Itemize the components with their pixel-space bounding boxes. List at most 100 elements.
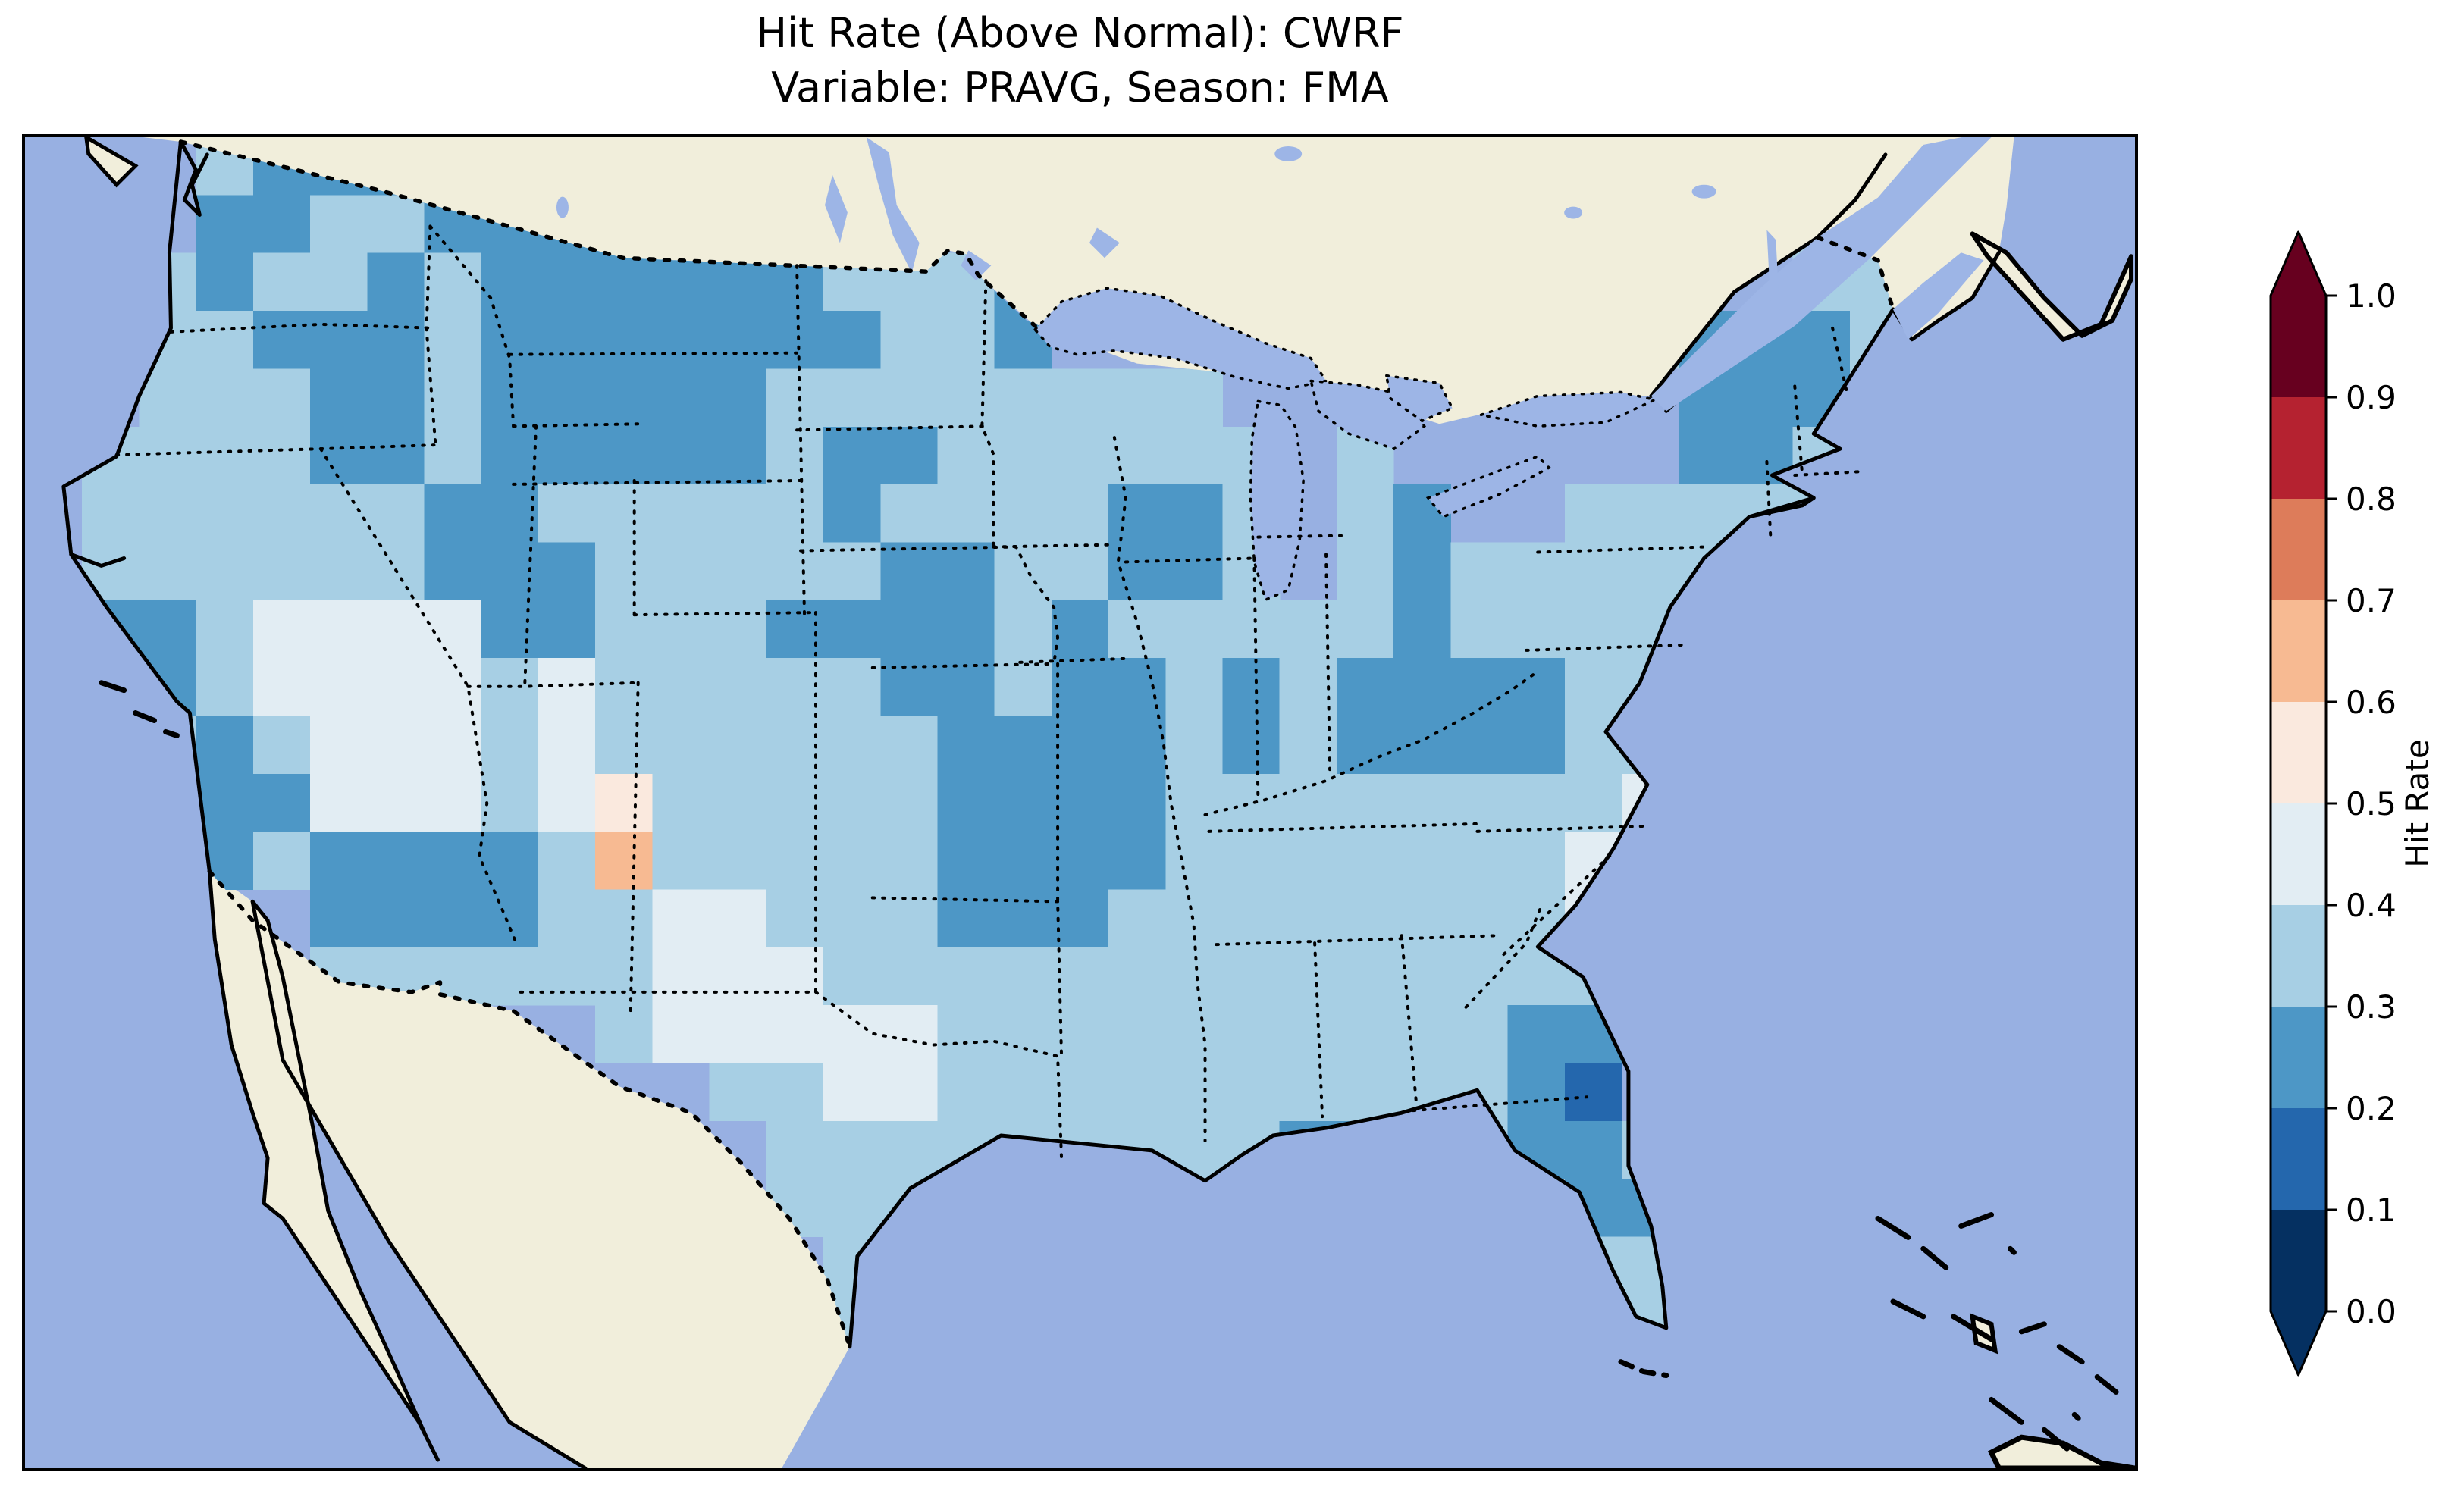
colorbar: 1.0 0.9 0.8 0.7 0.6 0.5 0.4 0.3 0.2 0.1 0.0 Hit Ra…: [2269, 230, 2436, 1377]
grid-cell: [1051, 426, 1109, 485]
lake-champlain: [1766, 230, 1780, 313]
grid-cell: [139, 542, 197, 601]
bahamas-islands: [1875, 1212, 2119, 1452]
grid-cell: [1279, 716, 1337, 775]
grid-cell: [367, 426, 425, 485]
grid-cell: [994, 832, 1052, 890]
colorbar-tick-label: 0.5: [2346, 785, 2397, 822]
lake-superior: [1033, 287, 1328, 390]
grid-cell: [481, 368, 539, 428]
map-axes: [22, 134, 2138, 1471]
grid-cell: [538, 773, 596, 832]
grid-cell: [709, 311, 767, 369]
grid-cell: [1507, 542, 1566, 601]
grid-cell: [652, 484, 710, 543]
grid-cell: [1051, 542, 1109, 601]
grid-cell: [424, 716, 482, 775]
grid-cell: [880, 832, 939, 890]
maine-border: [1815, 235, 1895, 312]
grid-cell: [481, 773, 539, 832]
grid-cell: [937, 542, 995, 601]
grid-cell: [766, 426, 824, 485]
grid-cell: [823, 773, 881, 832]
lake-manitoba: [824, 174, 848, 243]
grid-cell: [424, 368, 482, 428]
grid-cell: [424, 252, 482, 312]
lake-of-the-woods: [961, 250, 992, 281]
grid-cell: [1564, 484, 1622, 543]
grid-cell: [252, 195, 311, 254]
grid-cell: [1450, 716, 1509, 775]
grid-cell: [766, 484, 824, 543]
grid-cell: [880, 947, 939, 1006]
grid-cell: [1564, 658, 1622, 716]
grid-cell: [1564, 1063, 1622, 1122]
grid-cell: [367, 252, 425, 312]
small-lake: [1564, 206, 1583, 219]
grid-cell: [1336, 716, 1394, 775]
grid-cell: [1336, 658, 1394, 716]
grid-cell: [994, 889, 1052, 948]
grid-cell: [823, 484, 881, 543]
grid-cell: [1393, 600, 1451, 659]
grid-cell: [1108, 542, 1166, 601]
grid-cell: [196, 484, 254, 543]
grid-cell: [766, 1005, 824, 1063]
lake-erie: [1425, 455, 1552, 518]
grid-cell: [1393, 773, 1451, 832]
grid-cell: [1222, 1005, 1281, 1063]
grid-cell: [367, 716, 425, 775]
grid-cell: [1108, 773, 1166, 832]
grid-cell: [880, 311, 939, 369]
grid-cell: [310, 368, 368, 428]
grid-cell: [652, 773, 710, 832]
grid-cell: [1450, 600, 1509, 659]
grid-cell: [538, 658, 596, 716]
grid-cell: [1279, 773, 1337, 832]
grid-cell: [652, 1005, 710, 1063]
grid-cell: [310, 195, 368, 254]
grid-cell: [766, 832, 824, 890]
grid-cell: [880, 1120, 939, 1179]
grid-cell: [538, 889, 596, 948]
grid-cell: [196, 716, 254, 775]
lake-winnipeg: [866, 137, 920, 274]
grid-cell: [595, 426, 653, 485]
grid-cell: [937, 484, 995, 543]
grid-cell: [1222, 716, 1281, 775]
colorbar-extend-arrow: [2271, 232, 2326, 296]
grid-cell: [1279, 832, 1337, 890]
grid-cell: [595, 252, 653, 312]
grid-cell: [937, 832, 995, 890]
grid-cell: [1336, 600, 1394, 659]
grid-cell: [538, 311, 596, 369]
colorbar-segments: [2271, 232, 2326, 1375]
grid-cell: [481, 484, 539, 543]
grid-cell: [1564, 1120, 1622, 1179]
grid-cell: [994, 484, 1052, 543]
grid-cell: [196, 311, 254, 369]
grid-cell: [424, 311, 482, 369]
grid-cell: [1507, 1063, 1566, 1122]
grid-cell: [367, 311, 425, 369]
grid-cell: [252, 716, 311, 775]
grid-cell: [367, 658, 425, 716]
grid-cell: [994, 1005, 1052, 1063]
grid-cell: [1051, 600, 1109, 659]
grid-cell: [937, 1005, 995, 1063]
grid-cell: [196, 195, 254, 254]
land-no-data: [84, 137, 2135, 1468]
grid-cell: [595, 311, 653, 369]
grid-cell: [252, 600, 311, 659]
grid-cell: [1507, 832, 1566, 890]
country-borders: [178, 139, 1895, 1349]
grid-cell: [367, 600, 425, 659]
title-line-2: Variable: PRAVG, Season: FMA: [771, 64, 1389, 111]
colorbar-bin: [2271, 905, 2326, 1007]
colorbar-bin: [2271, 397, 2326, 499]
us-mexico-border: [207, 869, 852, 1349]
grid-cell: [481, 832, 539, 890]
colorbar-extend-arrow: [2271, 1311, 2326, 1375]
grid-cell: [310, 311, 368, 369]
colorbar-tick-label: 0.1: [2346, 1192, 2397, 1229]
